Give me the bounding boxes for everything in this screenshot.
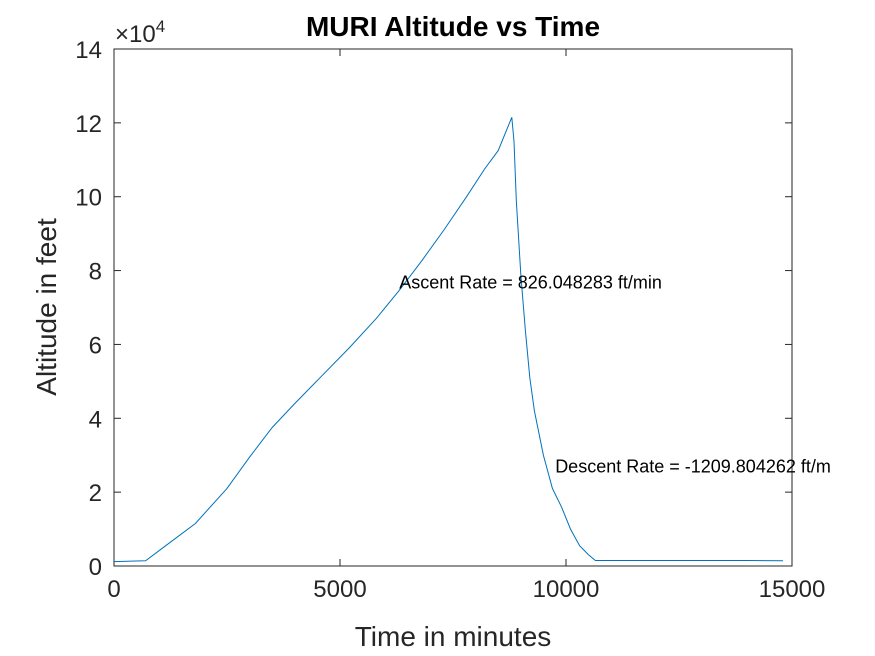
y-tick-label: 0	[89, 554, 102, 581]
chart-title: MURI Altitude vs Time	[306, 11, 600, 42]
y-tick-label: 6	[89, 332, 102, 359]
y-axis-exponent: ×104	[115, 17, 165, 48]
y-axis-exponent-base: ×10	[115, 21, 156, 48]
y-tick-label: 8	[89, 259, 102, 286]
x-tick-label: 5000	[313, 576, 366, 603]
y-tick-label: 12	[75, 111, 102, 138]
x-axis-label: Time in minutes	[355, 621, 552, 652]
axis-ticks	[113, 48, 793, 567]
y-tick-label: 2	[89, 480, 102, 507]
y-tick-label: 14	[75, 37, 102, 64]
y-tick-label: 4	[89, 406, 102, 433]
y-axis-exponent-power: 4	[156, 17, 165, 36]
annotation-ascent-rate: Ascent Rate = 826.048283 ft/min	[399, 272, 662, 292]
y-axis-label: Altitude in feet	[31, 218, 62, 396]
series-line-altitude	[113, 117, 784, 563]
plot-area	[113, 48, 793, 567]
plot-frame	[113, 48, 793, 567]
annotation-descent-rate: Descent Rate = -1209.804262 ft/m	[555, 456, 831, 476]
y-tick-label: 10	[75, 185, 102, 212]
x-tick-label: 15000	[759, 576, 826, 603]
y-tick-labels: 0 2 4 6 8 10 12 14	[75, 37, 102, 581]
x-tick-label: 10000	[533, 576, 600, 603]
x-tick-label: 0	[107, 576, 120, 603]
x-tick-labels: 0 5000 10000 15000	[107, 576, 825, 603]
